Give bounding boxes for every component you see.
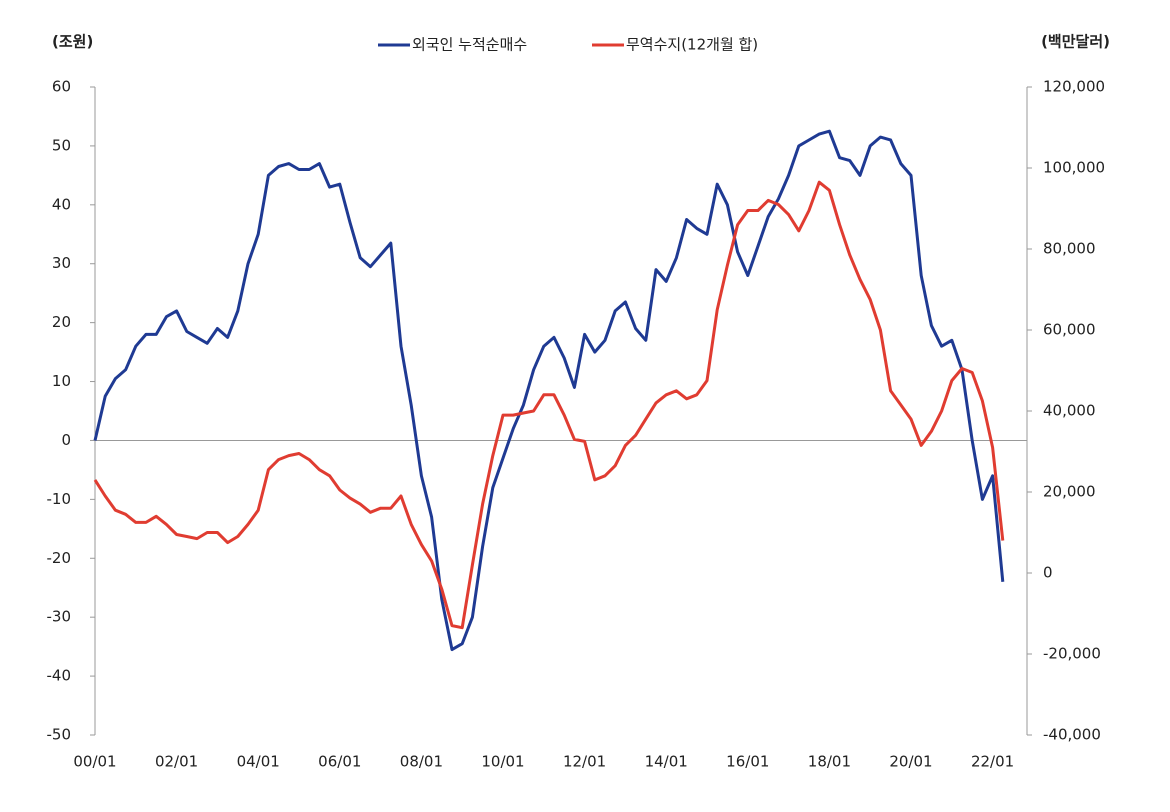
y2-tick-label: 120,000 [1043, 78, 1105, 96]
legend-label: 무역수지(12개월 합) [626, 36, 758, 54]
x-tick-label: 10/01 [481, 753, 524, 771]
x-tick-label: 12/01 [563, 753, 606, 771]
y-tick-label: -40 [47, 667, 72, 685]
y2-tick-label: 0 [1043, 564, 1053, 582]
y-tick-label: 30 [52, 254, 71, 272]
x-tick-label: 22/01 [971, 753, 1014, 771]
y-tick-label: 0 [61, 431, 71, 449]
y-tick-label: -50 [47, 726, 72, 744]
y2-tick-label: -40,000 [1043, 726, 1101, 744]
y-tick-label: -20 [47, 549, 72, 567]
x-tick-label: 16/01 [726, 753, 769, 771]
x-tick-label: 18/01 [808, 753, 851, 771]
y2-tick-label: -20,000 [1043, 645, 1101, 663]
x-tick-label: 00/01 [73, 753, 116, 771]
y2-tick-label: 40,000 [1043, 402, 1096, 420]
y-tick-label: 40 [52, 195, 71, 213]
series-line [93, 129, 1005, 652]
y-tick-label: -30 [47, 608, 72, 626]
x-tick-label: 08/01 [400, 753, 443, 771]
y-tick-label: -10 [47, 490, 72, 508]
x-tick-label: 04/01 [237, 753, 280, 771]
y-tick-label: 10 [52, 372, 71, 390]
x-tick-label: 06/01 [318, 753, 361, 771]
y2-tick-label: 20,000 [1043, 483, 1096, 501]
x-tick-label: 14/01 [645, 753, 688, 771]
series-line [93, 180, 1005, 630]
x-tick-label: 02/01 [155, 753, 198, 771]
y2-tick-label: 80,000 [1043, 240, 1096, 258]
y2-tick-label: 60,000 [1043, 321, 1096, 339]
x-tick-label: 20/01 [889, 753, 932, 771]
y2-tick-label: 100,000 [1043, 159, 1105, 177]
y-tick-label: 20 [52, 313, 71, 331]
legend-label: 외국인 누적순매수 [412, 36, 527, 54]
y-axis-title: (조원) [52, 33, 93, 51]
y-tick-label: 60 [52, 78, 71, 96]
y-tick-label: 50 [52, 136, 71, 154]
y2-axis-title: (백만달러) [1041, 33, 1110, 51]
